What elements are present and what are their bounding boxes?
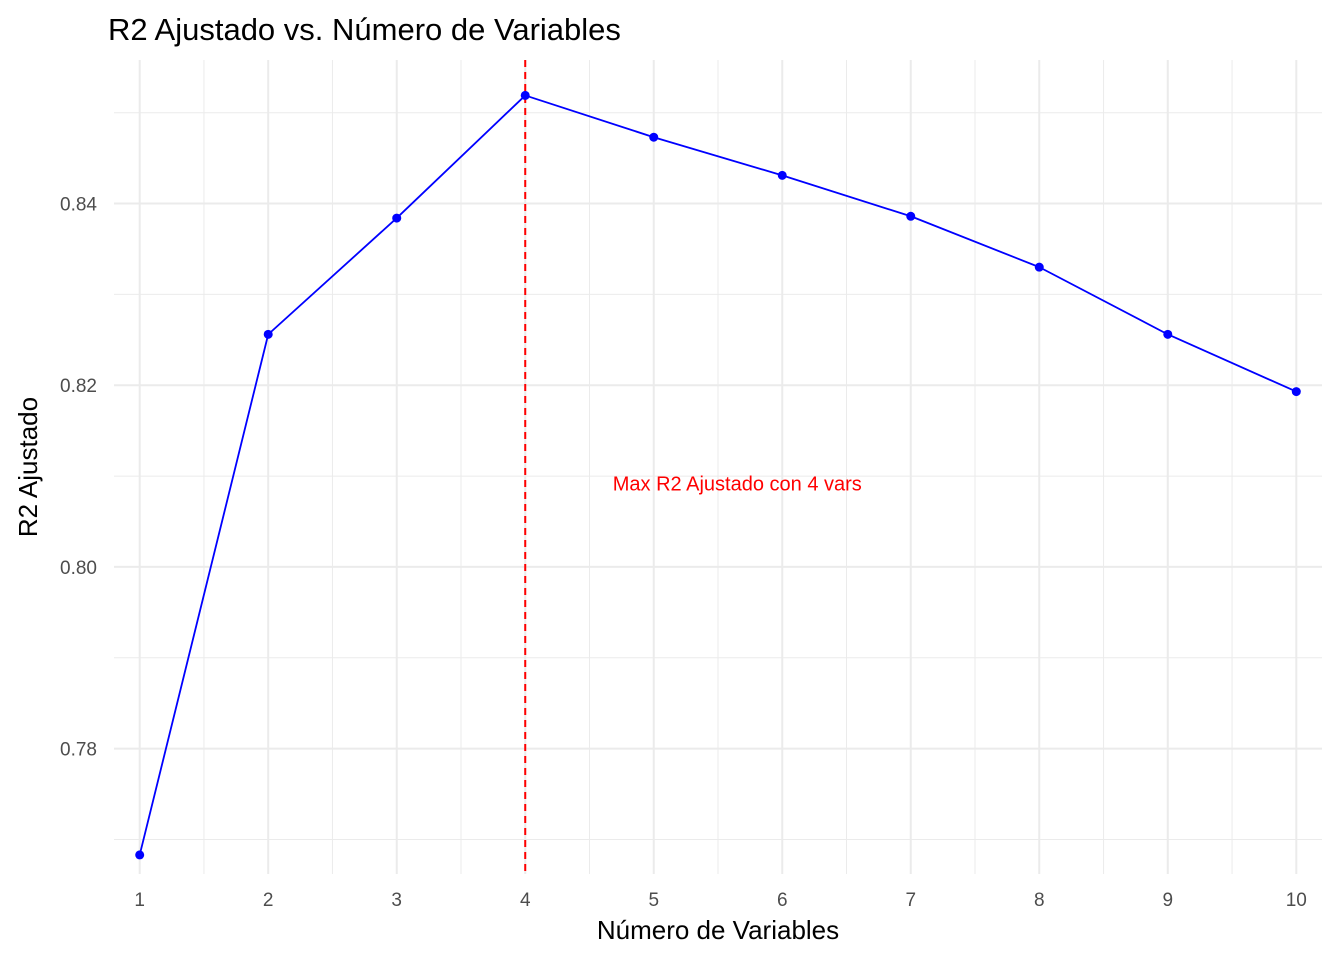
tick-labels: 1 2 3 4 5 6 7 8 9 10 0.78 0.80 0.82 0.84 [60, 195, 1307, 911]
series-line [138, 94, 1297, 856]
data-point [1291, 387, 1301, 397]
x-tick-label: 7 [905, 890, 916, 911]
y-axis-title: R2 Ajustado [13, 397, 43, 537]
x-tick-label: 4 [520, 890, 531, 911]
chart-title: R2 Ajustado vs. Número de Variables [108, 12, 621, 47]
x-tick-label: 8 [1034, 890, 1045, 911]
data-point [649, 132, 659, 142]
y-tick-label: 0.80 [60, 558, 97, 579]
data-point [1163, 329, 1173, 339]
series-layer [135, 90, 1301, 860]
data-point [906, 211, 916, 221]
data-point [135, 850, 145, 860]
annotation-layer: Max R2 Ajustado con 4 vars [613, 473, 862, 495]
y-tick-label: 0.78 [60, 740, 97, 761]
x-tick-label: 5 [648, 890, 659, 911]
x-tick-label: 6 [777, 890, 788, 911]
data-point [263, 329, 273, 339]
y-tick-label: 0.82 [60, 376, 97, 397]
data-point [777, 170, 787, 180]
x-tick-label: 9 [1162, 890, 1173, 911]
data-point [1034, 262, 1044, 272]
data-point [520, 90, 530, 100]
x-tick-label: 10 [1286, 890, 1307, 911]
grid [114, 60, 1322, 874]
data-point [392, 213, 402, 223]
y-tick-label: 0.84 [60, 195, 97, 216]
annotation-label: Max R2 Ajustado con 4 vars [613, 473, 862, 495]
x-tick-label: 2 [263, 890, 274, 911]
x-axis-title: Número de Variables [597, 915, 839, 945]
x-tick-label: 1 [134, 890, 145, 911]
x-tick-label: 3 [391, 890, 402, 911]
